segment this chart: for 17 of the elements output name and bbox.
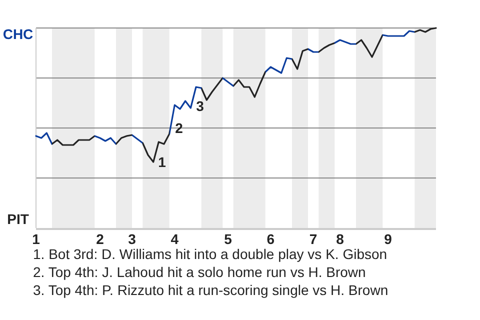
x-tick-label: 5 (224, 231, 232, 247)
x-tick-label: 8 (336, 231, 344, 247)
x-tick-label: 4 (170, 231, 179, 247)
x-tick-label: 1 (32, 231, 40, 247)
annotation: 1 (158, 154, 166, 170)
x-tick-label: 6 (266, 231, 275, 247)
text: CHC (2, 26, 34, 42)
annotation: 2 (175, 120, 184, 136)
text: 1. Bot 3rd: D. Williams hit into a double play vs K. Gibson (33, 246, 388, 262)
text: 2. Top 4th: J. Lahoud hit a solo home run vs H. Brown (33, 264, 366, 280)
text: PIT (7, 211, 30, 227)
x-tick-label: 2 (96, 231, 104, 247)
x-tick-label: 3 (128, 231, 136, 247)
x-tick-label: 9 (384, 231, 392, 247)
text: 3. Top 4th: P. Rizzuto hit a run-scoring single vs H. Brown (33, 282, 388, 298)
annotation: 3 (196, 98, 204, 114)
x-tick-label: 7 (309, 231, 318, 247)
